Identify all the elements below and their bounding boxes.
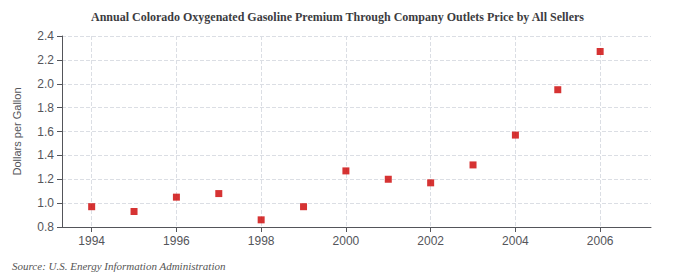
svg-text:Dollars per Gallon: Dollars per Gallon <box>11 87 23 175</box>
svg-text:1994: 1994 <box>78 234 105 248</box>
svg-text:2006: 2006 <box>587 234 614 248</box>
svg-text:2.2: 2.2 <box>37 53 54 67</box>
svg-text:2.0: 2.0 <box>37 77 54 91</box>
svg-text:0.8: 0.8 <box>37 220 54 234</box>
svg-text:1.8: 1.8 <box>37 101 54 115</box>
svg-text:Source: U.S. Energy Informatio: Source: U.S. Energy Information Administ… <box>12 260 226 272</box>
svg-text:2.4: 2.4 <box>37 29 54 43</box>
svg-text:2002: 2002 <box>417 234 444 248</box>
svg-text:1.6: 1.6 <box>37 125 54 139</box>
svg-text:1.2: 1.2 <box>37 172 54 186</box>
svg-text:1.4: 1.4 <box>37 148 54 162</box>
svg-text:2000: 2000 <box>333 234 360 248</box>
svg-text:1998: 1998 <box>248 234 275 248</box>
svg-text:2004: 2004 <box>502 234 529 248</box>
svg-text:Annual Colorado Oxygenated Gas: Annual Colorado Oxygenated Gasoline Prem… <box>91 10 584 24</box>
svg-text:1996: 1996 <box>163 234 190 248</box>
svg-text:1.0: 1.0 <box>37 196 54 210</box>
